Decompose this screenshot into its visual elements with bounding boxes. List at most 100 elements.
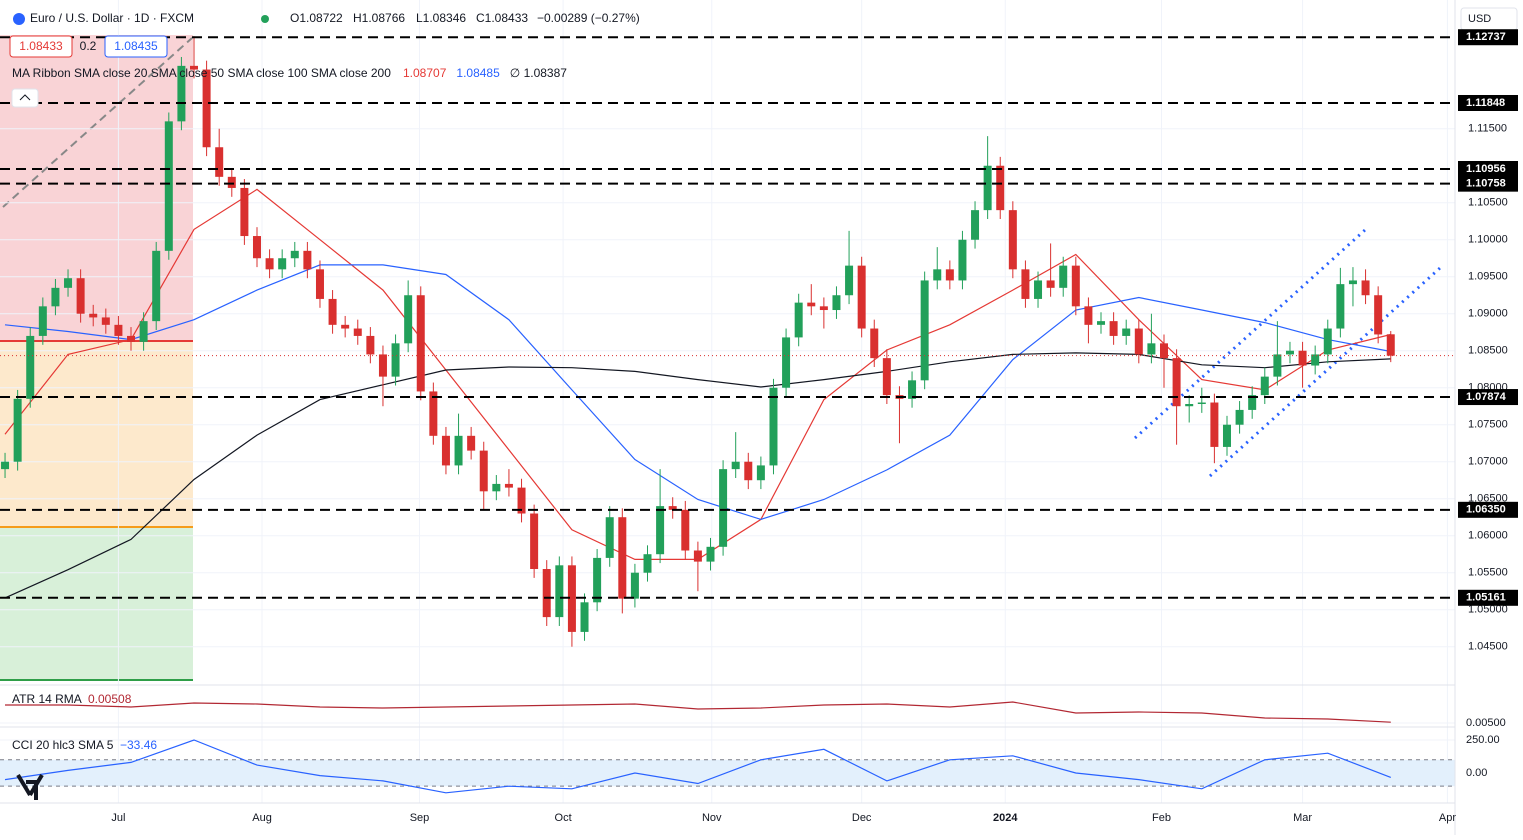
level-label: 1.07874 <box>1466 391 1507 403</box>
candle-body <box>164 121 173 251</box>
y-tick-label: 1.11500 <box>1468 123 1507 135</box>
sell-box[interactable] <box>9 35 73 58</box>
x-tick-label: Jul <box>111 812 125 824</box>
candle-body <box>227 176 236 188</box>
candle-body <box>139 321 148 342</box>
status-dot <box>261 15 269 23</box>
candle-body <box>744 461 753 481</box>
candle-body <box>101 317 110 325</box>
candle-body <box>26 335 35 399</box>
candle-body <box>1185 404 1194 407</box>
candle-body <box>996 165 1005 211</box>
symbol-icon <box>13 13 25 25</box>
buy-box[interactable] <box>104 35 168 58</box>
candle-body <box>1160 343 1168 359</box>
candle-body <box>441 435 450 466</box>
candle-body <box>290 250 299 259</box>
candle-body <box>605 517 614 558</box>
fib-trend-line <box>2 37 193 208</box>
candle-body <box>870 328 879 359</box>
moving-average <box>4 264 1391 521</box>
candle-body <box>215 147 224 177</box>
level-label: 1.05161 <box>1466 592 1506 604</box>
y-tick-label: 1.05500 <box>1468 567 1508 579</box>
candle-body <box>882 358 891 396</box>
candle-body <box>1222 424 1231 447</box>
candle-body <box>1361 280 1370 296</box>
candle-body <box>719 469 728 547</box>
x-tick-label: Nov <box>702 812 722 824</box>
collapse-button[interactable] <box>11 88 39 108</box>
level-label: 1.11848 <box>1466 97 1505 109</box>
candle-body <box>202 69 211 148</box>
candle-body <box>1059 265 1068 288</box>
candle-body <box>1 461 10 470</box>
candle-body <box>958 239 967 281</box>
candle-body <box>971 210 980 240</box>
candle-body <box>416 295 425 392</box>
candle-body <box>1348 280 1357 285</box>
candle-body <box>1298 350 1307 366</box>
candle-body <box>756 465 765 481</box>
y-tick-label: 1.08500 <box>1468 345 1508 357</box>
channel-line <box>1133 228 1367 440</box>
candle-body <box>177 65 186 122</box>
x-tick-label: Dec <box>852 812 872 824</box>
level-label: 1.10758 <box>1466 178 1506 190</box>
candle-body <box>1084 306 1093 325</box>
candle-body <box>353 328 362 336</box>
channel <box>1133 228 1442 478</box>
spread: 0.2 <box>80 39 97 53</box>
candle-body <box>303 250 312 270</box>
candle-body <box>454 435 463 466</box>
candle-body <box>567 565 576 632</box>
header-stat: −0.00289 (−0.27%) <box>537 11 640 25</box>
candle-body <box>38 306 47 336</box>
candle-body <box>366 335 375 355</box>
y-tick-label: 1.07500 <box>1468 419 1508 431</box>
y-tick-label: 0.00 <box>1466 767 1487 779</box>
y-tick-label: 1.09500 <box>1468 271 1508 283</box>
candle-body <box>668 506 677 510</box>
x-tick-label: Aug <box>252 812 272 824</box>
header-stat: C1.08433 <box>476 11 528 25</box>
candle-body <box>933 269 942 281</box>
candle-body <box>1260 376 1269 396</box>
candle-body <box>1210 402 1219 447</box>
atr-value: 0.00508 <box>88 692 132 706</box>
candle-body <box>555 565 564 618</box>
candle-body <box>908 380 917 399</box>
candle-body <box>706 546 715 562</box>
candle-body <box>89 313 98 318</box>
x-tick-label: Mar <box>1293 812 1312 824</box>
cci-value: −33.46 <box>120 738 157 752</box>
candle-body <box>1071 265 1080 307</box>
candle-body <box>920 280 929 381</box>
channel-line <box>1208 266 1442 478</box>
candle-body <box>731 461 740 470</box>
candle-body <box>1097 321 1106 325</box>
candle-body <box>845 265 854 296</box>
y-tick-label: 1.07000 <box>1468 456 1508 468</box>
candle-body <box>945 269 954 281</box>
ma-value: ∅ 1.08387 <box>510 66 567 80</box>
y-tick-label: 1.04500 <box>1468 641 1508 653</box>
collapse-icon <box>19 94 31 101</box>
candle-body <box>127 335 136 342</box>
level-tag <box>1458 501 1518 518</box>
candle-body <box>391 343 400 377</box>
level-tag <box>1458 94 1518 111</box>
candle-body <box>315 269 324 299</box>
candle-body <box>76 278 85 314</box>
fib-zones <box>0 35 193 681</box>
y-tick-label: 1.09000 <box>1468 308 1508 320</box>
x-tick-label: Apr <box>1439 812 1456 824</box>
level-tag <box>1458 589 1518 606</box>
y-tick-label: 1.10000 <box>1468 234 1508 246</box>
candle-body <box>467 435 476 451</box>
candle-body <box>593 557 602 603</box>
candle-body <box>240 187 249 237</box>
candle-body <box>1109 321 1118 336</box>
